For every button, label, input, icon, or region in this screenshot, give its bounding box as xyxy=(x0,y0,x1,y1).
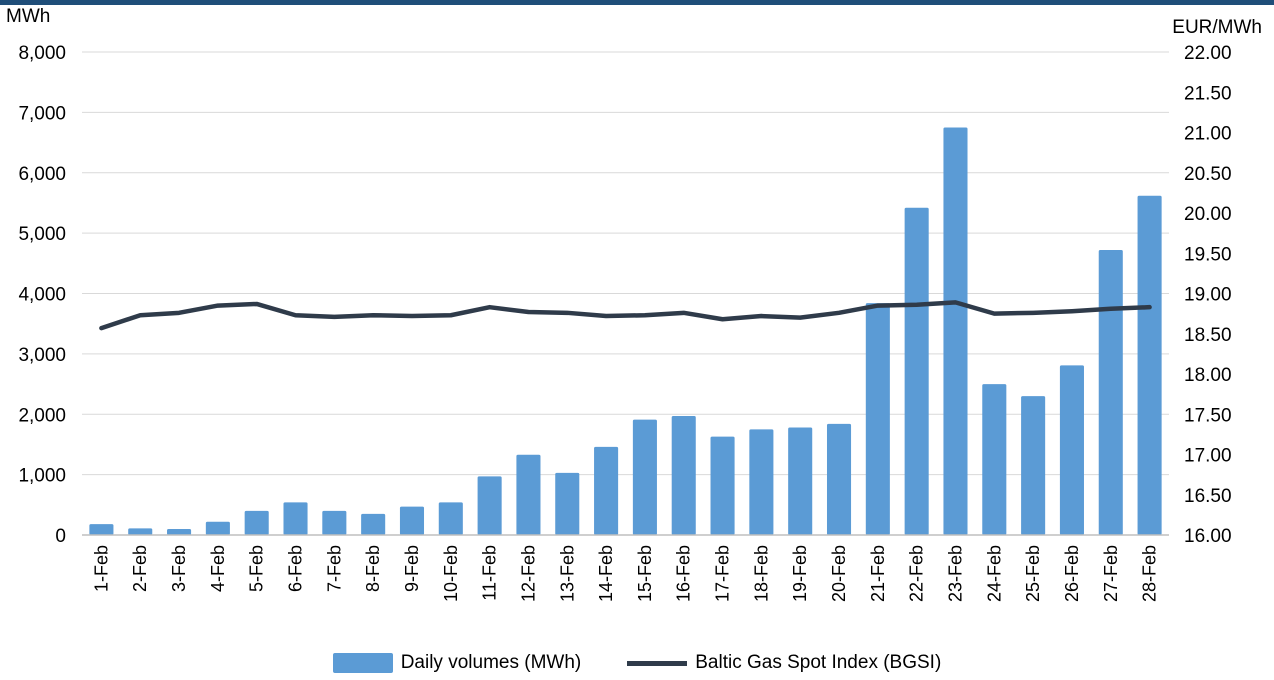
volume-bar xyxy=(89,524,114,535)
x-tick-label: 20-Feb xyxy=(829,545,849,602)
x-tick-label: 17-Feb xyxy=(713,545,733,602)
x-tick-label: 23-Feb xyxy=(945,545,965,602)
right-tick-label: 19.50 xyxy=(1184,244,1232,265)
x-tick-label: 21-Feb xyxy=(868,545,888,602)
volume-bar xyxy=(167,528,192,535)
left-tick-label: 0 xyxy=(55,526,66,547)
volume-bar xyxy=(205,521,230,535)
x-tick-label: 12-Feb xyxy=(518,545,538,602)
left-tick-label: 6,000 xyxy=(18,164,66,185)
x-tick-label: 24-Feb xyxy=(984,545,1004,602)
volume-bar xyxy=(632,419,657,535)
left-tick-label: 1,000 xyxy=(18,466,66,487)
legend-swatch-bgsi xyxy=(627,660,688,666)
legend-item-bgsi: Baltic Gas Spot Index (BGSI) xyxy=(627,652,941,674)
x-tick-label: 9-Feb xyxy=(402,545,422,592)
x-tick-label: 7-Feb xyxy=(324,545,344,592)
volume-bar xyxy=(1098,250,1123,535)
right-tick-label: 18.50 xyxy=(1184,325,1232,346)
left-tick-label: 7,000 xyxy=(18,103,66,124)
x-tick-label: 26-Feb xyxy=(1062,545,1082,602)
left-axis-unit: MWh xyxy=(6,6,50,27)
x-tick-label: 14-Feb xyxy=(596,545,616,602)
x-tick-label: 5-Feb xyxy=(247,545,267,592)
volume-bar xyxy=(943,127,968,535)
x-tick-label: 10-Feb xyxy=(441,545,461,602)
volume-bar xyxy=(128,528,153,535)
x-tick-label: 27-Feb xyxy=(1101,545,1121,602)
volume-bar xyxy=(516,454,541,535)
volume-bar xyxy=(283,502,308,535)
x-tick-label: 16-Feb xyxy=(674,545,694,602)
volume-bar xyxy=(594,446,619,535)
volume-bar xyxy=(1059,365,1084,535)
volume-bar xyxy=(322,510,347,535)
legend: Daily volumes (MWh) Baltic Gas Spot Inde… xyxy=(0,652,1274,674)
volume-bar xyxy=(477,476,502,535)
x-tick-label: 1-Feb xyxy=(91,545,111,592)
left-tick-label: 3,000 xyxy=(18,345,66,366)
volume-bar xyxy=(904,207,929,535)
volume-bar xyxy=(1021,396,1046,535)
volume-bar xyxy=(749,429,774,535)
x-tick-label: 6-Feb xyxy=(286,545,306,592)
right-tick-label: 20.00 xyxy=(1184,204,1232,225)
right-tick-label: 17.50 xyxy=(1184,405,1232,426)
volume-bar xyxy=(671,416,696,535)
right-tick-label: 18.00 xyxy=(1184,365,1232,386)
right-tick-label: 21.50 xyxy=(1184,83,1232,104)
volume-bar xyxy=(438,502,463,535)
price-line xyxy=(99,300,1152,331)
left-tick-label: 4,000 xyxy=(18,285,66,306)
volume-bar xyxy=(865,303,890,535)
x-tick-label: 18-Feb xyxy=(751,545,771,602)
volume-bar xyxy=(826,423,852,535)
x-tick-label: 25-Feb xyxy=(1023,545,1043,602)
left-tick-label: 8,000 xyxy=(18,43,66,64)
volume-bars xyxy=(89,127,1162,535)
volume-bar xyxy=(361,513,386,535)
x-tick-label: 22-Feb xyxy=(907,545,927,602)
volume-bar xyxy=(555,472,580,535)
top-rule xyxy=(0,0,1274,5)
left-tick-label: 5,000 xyxy=(18,224,66,245)
left-tick-label: 2,000 xyxy=(18,405,66,426)
axes: 0 1,000 2,000 3,000 4,000 5,000 6,000 7,000 8,00… xyxy=(18,43,1231,602)
legend-item-volumes: Daily volumes (MWh) xyxy=(332,652,582,674)
x-tick-label: 8-Feb xyxy=(363,545,383,592)
right-tick-label: 19.00 xyxy=(1184,285,1232,306)
right-tick-label: 17.00 xyxy=(1184,446,1232,467)
x-tick-label: 15-Feb xyxy=(635,545,655,602)
right-tick-label: 16.00 xyxy=(1184,526,1232,547)
volume-bar xyxy=(982,384,1007,535)
x-tick-label: 3-Feb xyxy=(169,545,189,592)
x-tick-label: 4-Feb xyxy=(208,545,228,592)
bgsi-line xyxy=(99,300,1152,331)
right-tick-label: 16.50 xyxy=(1184,486,1232,507)
right-tick-label: 21.00 xyxy=(1184,124,1232,145)
x-tick-label: 13-Feb xyxy=(557,545,577,602)
x-tick-label: 11-Feb xyxy=(480,545,500,601)
volume-bar xyxy=(710,436,735,535)
right-tick-label: 22.00 xyxy=(1184,43,1232,64)
volume-bar xyxy=(1137,195,1162,535)
volume-bar xyxy=(244,510,269,535)
right-tick-label: 20.50 xyxy=(1184,164,1232,185)
legend-label-volumes: Daily volumes (MWh) xyxy=(400,652,582,673)
legend-label-bgsi: Baltic Gas Spot Index (BGSI) xyxy=(695,652,942,673)
right-axis-unit: EUR/MWh xyxy=(1172,17,1262,38)
legend-swatch-volumes xyxy=(332,653,393,673)
x-tick-label: 19-Feb xyxy=(790,545,810,602)
volume-bar xyxy=(788,427,813,535)
volume-bar xyxy=(399,506,425,535)
x-tick-label: 2-Feb xyxy=(130,545,150,592)
x-tick-label: 28-Feb xyxy=(1140,545,1160,602)
